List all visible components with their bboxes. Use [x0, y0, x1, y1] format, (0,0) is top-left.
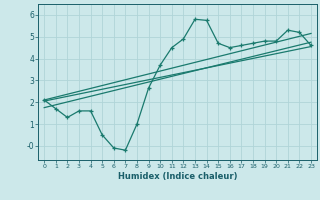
- X-axis label: Humidex (Indice chaleur): Humidex (Indice chaleur): [118, 172, 237, 181]
